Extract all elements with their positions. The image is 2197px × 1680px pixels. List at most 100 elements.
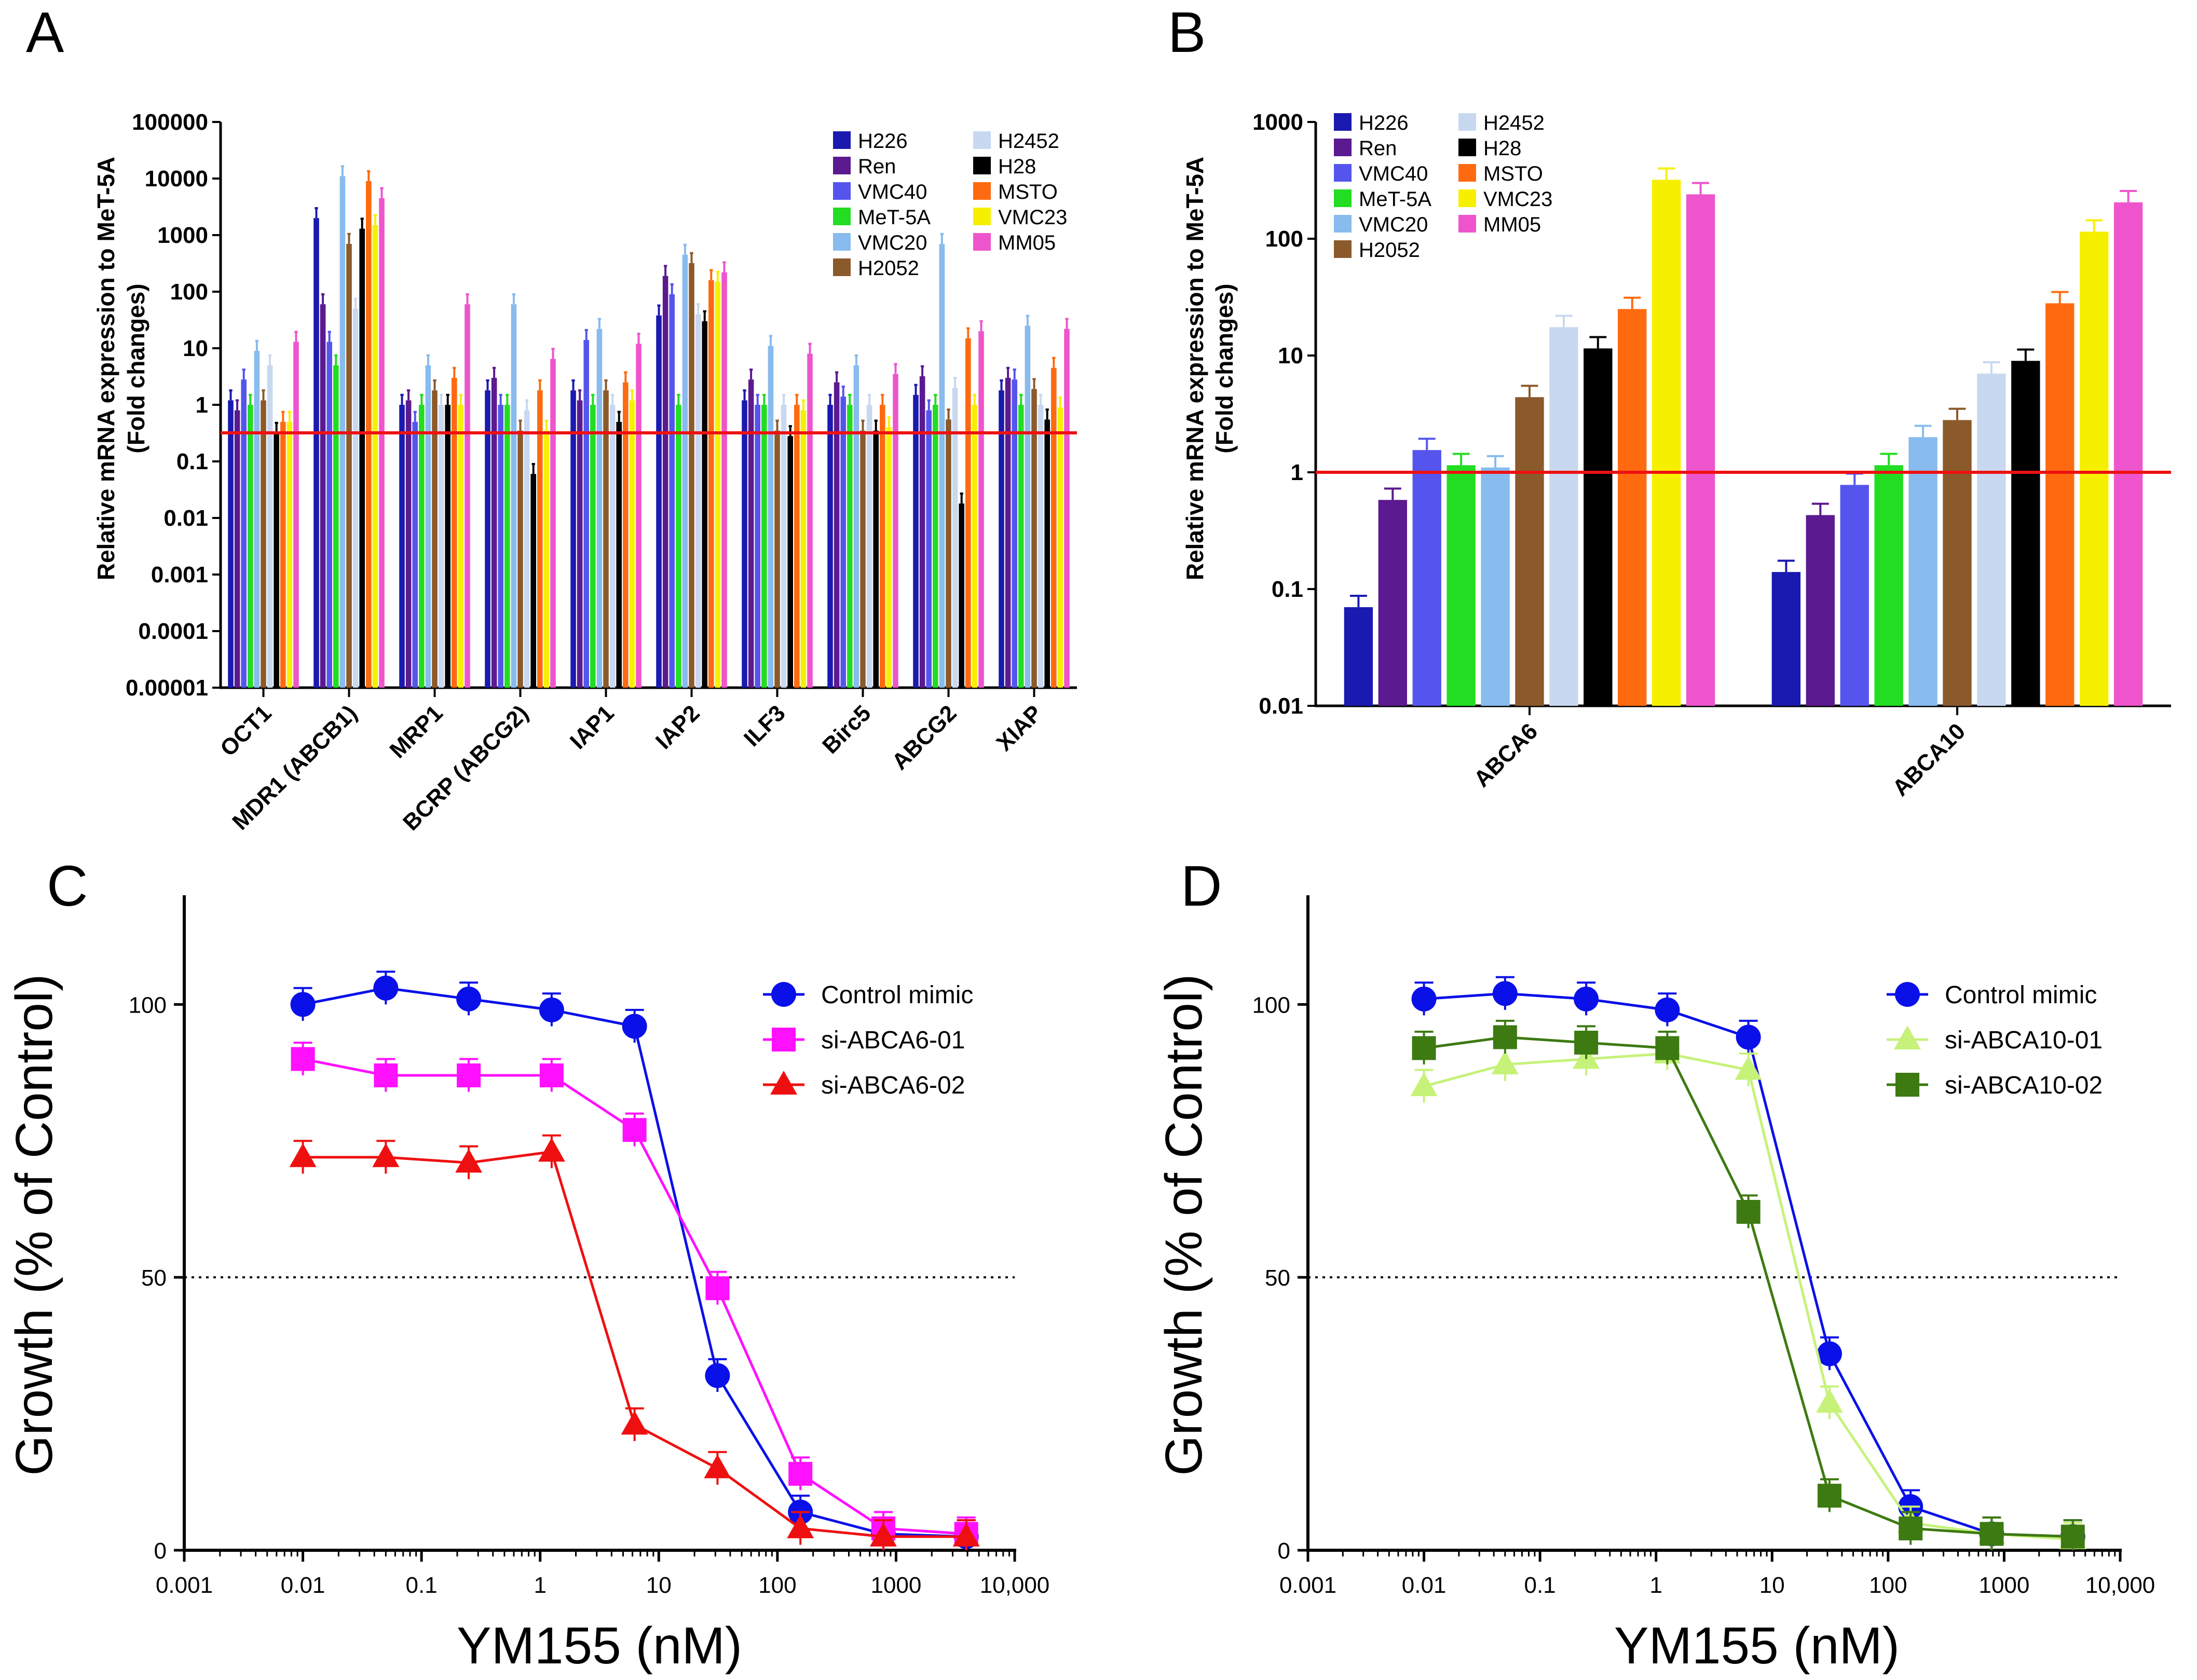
panel-a-bar-vmc23-iap1 <box>629 400 635 688</box>
panel-c-legend-label-control-mimic: Control mimic <box>821 981 973 1009</box>
panel-b-legend-label-vmc40: VMC40 <box>1359 162 1428 185</box>
panel-a-bar-vmc20-ilf3 <box>768 346 774 688</box>
panel-a-bar-met-5a-oct1 <box>248 405 253 688</box>
panel-d-point-control-mimic <box>1411 986 1437 1012</box>
panel-c-x-tick-label: 10 <box>646 1573 672 1598</box>
panel-a-bar-ren-xiap <box>1005 377 1011 688</box>
panel-a-bar-vmc20-xiap <box>1025 325 1031 688</box>
panel-a-bar-h2052-mdr1-abcb1 <box>346 243 352 688</box>
panel-c-point-si-abca6-02 <box>289 1143 317 1167</box>
panel-a-legend-swatch-h2052 <box>833 258 851 276</box>
panel-d-legend-marker-si-abca10-02 <box>1895 1073 1919 1097</box>
panel-a-bar-met-5a-abcg2 <box>933 405 938 688</box>
panel-d-x-tick-label: 0.1 <box>1524 1573 1556 1598</box>
panel-d-point-si-abca10-02 <box>1574 1030 1599 1055</box>
panel-a-bar-ren-bcrp-abcg2 <box>491 377 497 688</box>
panel-c-x-tick-label: 0.01 <box>281 1573 325 1598</box>
panel-d-xlabel: YM155 (nM) <box>1614 1617 1900 1675</box>
panel-a-legend-label-h2052: H2052 <box>858 257 919 280</box>
panel-a-bar-vmc20-oct1 <box>254 350 260 688</box>
panel-a-bar-h2052-ilf3 <box>774 430 780 688</box>
panel-a-bar-h2452-mrp1 <box>438 405 444 688</box>
panel-a-ylabel-line1: Relative mRNA expression to MeT-5A <box>92 157 119 580</box>
panel-c-legend-marker-si-abca6-01 <box>772 1028 796 1051</box>
panel-a-bar-h2052-birc5 <box>860 430 866 688</box>
panel-a-bar-ren-iap1 <box>577 400 583 688</box>
panel-a-bar-vmc23-xiap <box>1057 407 1063 688</box>
panel-a-bar-msto-mrp1 <box>452 377 457 688</box>
panel-a-legend-swatch-met-5a <box>833 208 851 225</box>
panel-a-bar-met-5a-bcrp-abcg2 <box>504 405 510 688</box>
panel-b-y-tick-label: 1000 <box>1252 110 1303 135</box>
panel-b-legend-label-vmc23: VMC23 <box>1483 188 1552 211</box>
panel-c-xlabel: YM155 (nM) <box>457 1617 742 1675</box>
panel-d-point-si-abca10-01 <box>1491 1050 1519 1075</box>
panel-d-point-control-mimic <box>1817 1341 1842 1367</box>
panel-a-bar-vmc20-mrp1 <box>425 365 431 688</box>
panel-a-category-label: IAP1 <box>565 700 619 754</box>
panel-label-b: B <box>1168 1 1206 64</box>
panel-a-bar-h28-iap1 <box>616 421 622 688</box>
panel-a-bar-vmc20-birc5 <box>853 365 859 688</box>
panel-b-legend-label-h2052: H2052 <box>1359 239 1420 262</box>
panel-d-point-si-abca10-01 <box>1816 1389 1843 1413</box>
panel-a-bar-mm05-ilf3 <box>807 353 813 688</box>
panel-label-a: A <box>26 1 64 64</box>
panel-b-bar-msto-abca6 <box>1618 309 1647 706</box>
panel-a-bar-h226-oct1 <box>228 400 234 688</box>
panel-d-point-si-abca10-02 <box>1493 1025 1517 1049</box>
panel-a-bar-vmc40-ilf3 <box>755 405 760 688</box>
panel-c-series-line-control-mimic <box>303 987 966 1538</box>
panel-a-bar-h28-bcrp-abcg2 <box>530 474 536 688</box>
panel-c-x-tick-label: 1000 <box>870 1573 921 1598</box>
panel-d-x-tick-label: 0.01 <box>1402 1573 1447 1598</box>
panel-a-y-tick-label: 1000 <box>157 223 208 248</box>
panel-b-legend-label-met-5a: MeT-5A <box>1359 188 1431 211</box>
panel-c-point-si-abca6-02 <box>704 1454 731 1479</box>
panel-a-y-tick-label: 10 <box>183 336 208 361</box>
panel-c-point-control-mimic <box>373 975 399 1001</box>
panel-c-legend-label-si-abca6-02: si-ABCA6-02 <box>821 1072 965 1099</box>
panel-a-bar-vmc23-abcg2 <box>972 405 978 688</box>
panel-a-bar-h2452-xiap <box>1038 405 1044 688</box>
panel-c-point-si-abca6-02 <box>787 1514 814 1538</box>
panel-c-chart: Growth (% of Control) YM155 (nM) 0501000… <box>5 895 1049 1675</box>
panel-a-category-label: ABCG2 <box>887 700 962 775</box>
panel-a-bar-vmc40-oct1 <box>241 379 247 688</box>
panel-a-bar-mm05-birc5 <box>893 374 898 688</box>
panel-b-legend-swatch-h2052 <box>1334 240 1352 258</box>
panel-a-chart: Relative mRNA expression to MeT-5A (Fold… <box>92 110 1077 836</box>
panel-a-bar-h28-birc5 <box>873 430 879 688</box>
panel-a-legend-label-vmc23: VMC23 <box>998 206 1067 229</box>
panel-d-point-control-mimic <box>1655 997 1680 1022</box>
panel-a-bar-vmc20-bcrp-abcg2 <box>511 304 517 688</box>
panel-a-bar-h28-xiap <box>1044 419 1050 688</box>
panel-d-x-tick-label: 100 <box>1869 1573 1907 1598</box>
panel-a-legend-label-vmc20: VMC20 <box>858 231 927 254</box>
panel-d-series-line-si-abca10-01 <box>1423 1052 2073 1541</box>
panel-c-x-tick-label: 0.1 <box>406 1573 438 1598</box>
panel-a-bar-ren-mdr1-abcb1 <box>320 304 326 688</box>
panel-d-point-si-abca10-02 <box>2060 1524 2085 1549</box>
panel-a-bar-h226-bcrp-abcg2 <box>485 390 490 688</box>
panel-a-bar-vmc23-birc5 <box>886 427 892 688</box>
panel-b-y-tick-label: 0.01 <box>1259 693 1303 719</box>
panel-a-bar-msto-mdr1-abcb1 <box>366 181 372 688</box>
panel-b-legend-swatch-msto <box>1458 164 1476 182</box>
panel-d-chart: Growth (% of Control) YM155 (nM) 0501000… <box>1155 895 2155 1675</box>
panel-b-bar-mm05-abca10 <box>2113 202 2143 706</box>
panel-b-y-tick-label: 1 <box>1291 460 1303 485</box>
panel-a-legend-swatch-h28 <box>973 157 991 174</box>
panel-a-bar-h2452-oct1 <box>267 365 273 688</box>
panel-c-legend-marker-si-abca6-02 <box>770 1071 797 1095</box>
panel-a-bar-h28-ilf3 <box>787 436 793 688</box>
panel-d-point-control-mimic <box>1492 981 1518 1006</box>
panel-a-legend-label-h28: H28 <box>998 155 1036 178</box>
panel-a-bar-h226-birc5 <box>827 405 833 688</box>
panel-d-point-si-abca10-02 <box>1655 1036 1680 1060</box>
panel-c-x-tick-label: 0.001 <box>156 1573 213 1598</box>
panel-b-legend-label-h226: H226 <box>1359 112 1409 134</box>
panel-b-chart: Relative mRNA expression to MeT-5A (Fold… <box>1181 110 2171 801</box>
panel-b-legend-label-ren: Ren <box>1359 137 1397 160</box>
panel-d-x-tick-label: 0.001 <box>1279 1573 1336 1598</box>
